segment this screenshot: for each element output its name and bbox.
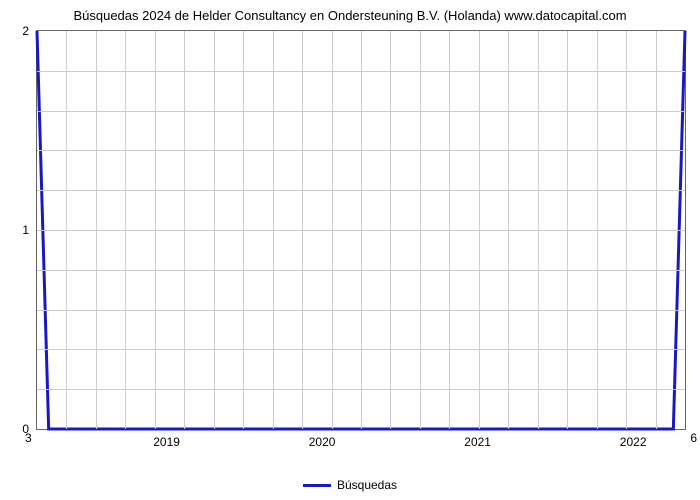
grid-line-v [656, 31, 657, 429]
grid-line-v [155, 31, 156, 429]
chart-title: Búsquedas 2024 de Helder Consultancy en … [73, 8, 626, 23]
legend-label: Búsquedas [337, 478, 397, 492]
grid-line-v [66, 31, 67, 429]
corner-label-right: 6 [690, 431, 697, 445]
grid-line-v [184, 31, 185, 429]
y-tick-label: 1 [22, 223, 37, 237]
grid-line-v [479, 31, 480, 429]
grid-line-v [390, 31, 391, 429]
chart-container: Búsquedas 2024 de Helder Consultancy en … [0, 0, 700, 500]
y-tick-label: 2 [22, 24, 37, 38]
grid-line-v [125, 31, 126, 429]
corner-label-left: 3 [25, 431, 32, 445]
grid-line-v [243, 31, 244, 429]
plot-area: 012201920202021202236 [36, 30, 686, 430]
grid-line-v [273, 31, 274, 429]
grid-line-v [508, 31, 509, 429]
grid-line-v [449, 31, 450, 429]
grid-line-v [361, 31, 362, 429]
x-tick-label: 2019 [153, 429, 180, 449]
grid-line-v [214, 31, 215, 429]
grid-line-v [538, 31, 539, 429]
grid-line-v [626, 31, 627, 429]
grid-line-v [420, 31, 421, 429]
grid-line-v [597, 31, 598, 429]
grid-line-v [567, 31, 568, 429]
legend: Búsquedas [303, 478, 397, 492]
x-tick-label: 2021 [464, 429, 491, 449]
grid-line-v [96, 31, 97, 429]
x-tick-label: 2020 [309, 429, 336, 449]
grid-line-v [332, 31, 333, 429]
x-tick-label: 2022 [620, 429, 647, 449]
legend-swatch [303, 484, 331, 487]
grid-line-v [302, 31, 303, 429]
